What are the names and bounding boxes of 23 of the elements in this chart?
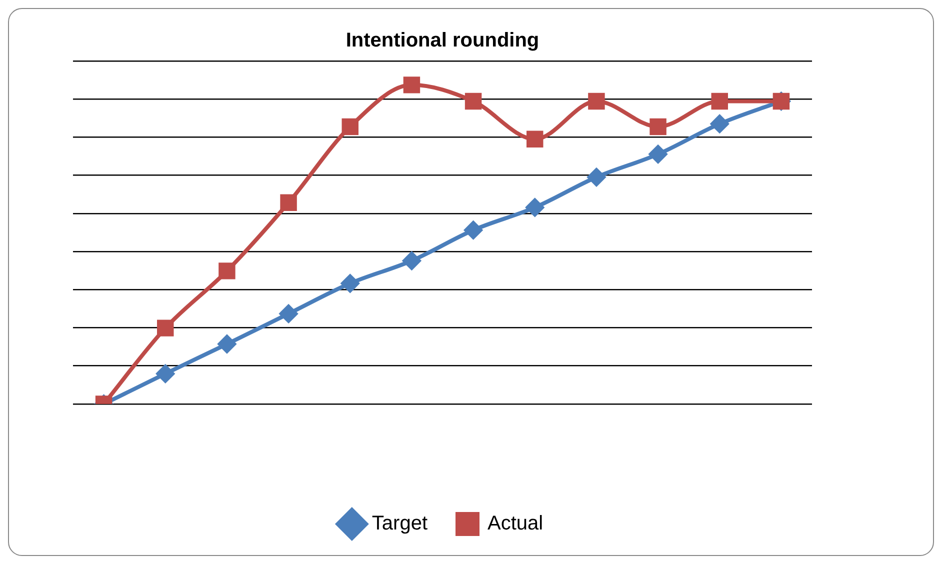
point (280, 304, 298, 323)
point (710, 114, 729, 133)
point (526, 130, 544, 148)
point (402, 252, 421, 270)
point (157, 320, 174, 336)
point (650, 118, 666, 136)
point (464, 221, 482, 240)
point (587, 168, 606, 186)
point (218, 335, 236, 354)
point (341, 274, 360, 292)
point (403, 76, 420, 94)
legend-label: Actual (488, 512, 544, 535)
point (588, 92, 605, 110)
point (649, 145, 668, 164)
point (464, 92, 482, 110)
point (342, 118, 358, 136)
legend-label: Target (372, 512, 428, 535)
point (218, 262, 236, 280)
point (280, 194, 297, 212)
point (526, 198, 544, 216)
point (711, 92, 728, 110)
chart-title: Intentional rounding (346, 30, 540, 52)
point (156, 364, 174, 383)
